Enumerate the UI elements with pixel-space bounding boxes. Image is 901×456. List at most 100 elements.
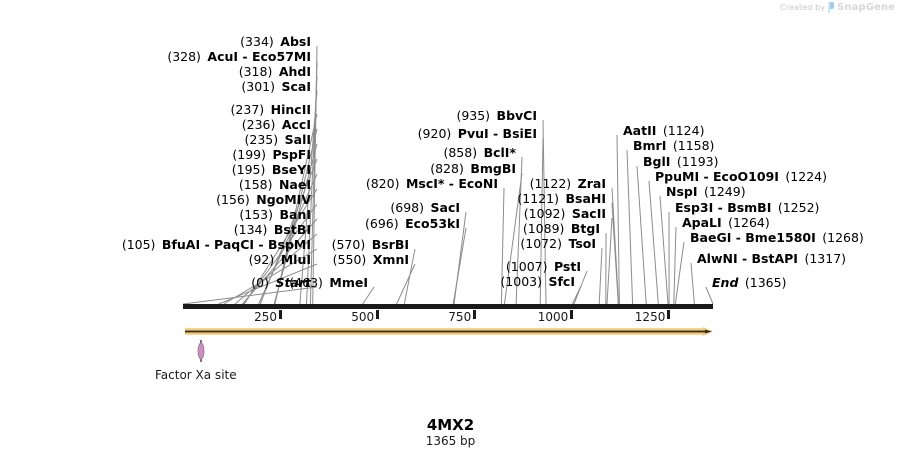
- enzyme-label-row[interactable]: BaeGI - Bme1580I (1268): [690, 230, 864, 245]
- enzyme-label-row[interactable]: (199) PspFI: [232, 148, 311, 162]
- leader-line: [452, 227, 467, 305]
- enzyme-position: (1122): [529, 176, 572, 191]
- enzyme-names: Esp3I - BsmBI: [675, 200, 771, 215]
- enzyme-label-row[interactable]: (105) BfuAI - PaqCI - BspMI: [122, 237, 311, 252]
- enzyme-names: BsrBI: [372, 237, 409, 252]
- enzyme-position: (1121): [517, 191, 559, 206]
- enzyme-names: BmrI: [633, 138, 666, 153]
- enzyme-name: NaeI: [278, 177, 311, 192]
- enzyme-name-separator: -: [238, 49, 252, 64]
- factor-xa-site-marker[interactable]: [197, 340, 205, 362]
- enzyme-names: NspI: [666, 184, 698, 199]
- enzyme-label-row[interactable]: (463) MmeI: [289, 276, 368, 290]
- enzyme-position: (195): [231, 162, 266, 177]
- enzyme-name: BtgI: [570, 221, 600, 236]
- enzyme-label-row[interactable]: (195) BseYI: [231, 162, 311, 177]
- enzyme-name: BspMI: [267, 237, 311, 252]
- enzyme-label-row[interactable]: (1007) PstI: [505, 259, 581, 274]
- enzyme-position: (235): [244, 132, 279, 147]
- enzyme-name: AatII: [623, 123, 657, 138]
- enzyme-label-row[interactable]: (334) AbsI: [240, 35, 311, 49]
- enzyme-label-row[interactable]: End (1365): [712, 276, 786, 290]
- ruler-tick: [667, 310, 671, 319]
- enzyme-label-row[interactable]: (1121) BsaHI: [517, 191, 606, 206]
- enzyme-label-row[interactable]: ApaLI (1264): [682, 216, 770, 230]
- enzyme-names: ScaI: [282, 79, 312, 94]
- enzyme-label-row[interactable]: (0) Start: [251, 275, 311, 290]
- enzyme-label-row[interactable]: PpuMI - EcoO109I (1224): [655, 169, 827, 184]
- enzyme-label-row[interactable]: (328) AcuI - Eco57MI: [167, 49, 311, 64]
- enzyme-position: (1317): [804, 251, 847, 266]
- enzyme-label-row[interactable]: (134) BstBI: [234, 223, 311, 237]
- enzyme-names: PpuMI - EcoO109I: [655, 169, 779, 184]
- leader-line: [312, 45, 318, 305]
- enzyme-label-row[interactable]: AatII (1124): [623, 123, 704, 138]
- enzyme-position: (920): [417, 126, 452, 141]
- enzyme-name: BaeGI: [690, 230, 732, 245]
- enzyme-label-row[interactable]: (696) Eco53kI: [365, 217, 460, 231]
- enzyme-position: (328): [167, 49, 201, 64]
- enzyme-label-row[interactable]: BglI (1193): [643, 155, 718, 169]
- ruler-tick: [473, 310, 477, 319]
- enzyme-name: ZraI: [577, 176, 606, 191]
- enzyme-label-row[interactable]: Esp3I - BsmBI (1252): [675, 200, 819, 215]
- enzyme-name: ScaI: [281, 79, 312, 94]
- enzyme-label-row[interactable]: (920) PvuI - BsiEI: [417, 126, 537, 141]
- enzyme-position: (1072): [520, 236, 562, 251]
- enzyme-label-row[interactable]: (820) MscI* - EcoNI: [366, 176, 498, 191]
- enzyme-name: PaqCI: [214, 237, 255, 252]
- enzyme-position: (935): [456, 108, 491, 123]
- plasmid-size: 1365 bp: [425, 434, 476, 448]
- enzyme-label-row[interactable]: BmrI (1158): [633, 138, 714, 153]
- enzyme-position: (1007): [505, 259, 548, 274]
- enzyme-label-row[interactable]: (698) SacI: [390, 200, 460, 215]
- enzyme-position: (158): [238, 177, 273, 192]
- enzyme-names: HincII: [271, 102, 311, 117]
- enzyme-label-row[interactable]: (1122) ZraI: [529, 176, 606, 191]
- enzyme-position: (1268): [822, 230, 864, 245]
- enzyme-names: AcuI - Eco57MI: [207, 49, 311, 64]
- enzyme-names: Start: [275, 275, 311, 290]
- enzyme-label-row[interactable]: (92) MluI: [249, 253, 311, 267]
- enzyme-label-row[interactable]: (1072) TsoI: [520, 236, 596, 251]
- enzyme-names: PvuI - BsiEI: [458, 126, 537, 141]
- enzyme-name: NgoMIV: [256, 192, 311, 207]
- enzyme-label-row[interactable]: AlwNI - BstAPI (1317): [697, 251, 847, 266]
- enzyme-label-row[interactable]: (1092) SacII: [524, 206, 606, 221]
- enzyme-label-row[interactable]: (858) BclI*: [443, 145, 516, 160]
- enzyme-label-row[interactable]: (318) AhdI: [239, 65, 311, 79]
- enzyme-name: BbvCI: [496, 108, 537, 123]
- enzyme-label-row[interactable]: (828) BmgBI: [430, 162, 516, 176]
- enzyme-position: (698): [390, 200, 425, 215]
- enzyme-label-row[interactable]: (550) XmnI: [333, 252, 409, 267]
- enzyme-label-row[interactable]: (236) AccI: [242, 118, 311, 132]
- enzyme-label-row[interactable]: (570) BsrBI: [332, 237, 409, 252]
- enzyme-label-row[interactable]: (235) SalI: [244, 132, 311, 147]
- enzyme-position: (858): [443, 145, 478, 160]
- enzyme-position: (1089): [522, 221, 565, 236]
- leader-line: [598, 247, 603, 305]
- enzyme-label-row[interactable]: (1003) SfcI: [500, 275, 575, 289]
- enzyme-label-row[interactable]: (935) BbvCI: [456, 108, 537, 123]
- enzyme-names: BsaHI: [565, 191, 606, 206]
- enzyme-label-row[interactable]: (1089) BtgI: [522, 221, 600, 236]
- leader-line: [573, 270, 588, 305]
- enzyme-name: BfuAI: [161, 237, 201, 252]
- enzyme-label-row[interactable]: (237) HincII: [231, 102, 311, 117]
- leader-line: [636, 165, 647, 305]
- enzyme-name: SacII: [571, 206, 606, 221]
- feature-arrow[interactable]: [185, 327, 713, 336]
- plasmid-name: 4MX2: [426, 416, 475, 434]
- enzyme-name-separator: -: [488, 126, 503, 141]
- enzyme-label-row[interactable]: (156) NgoMIV: [216, 192, 311, 207]
- enzyme-label-row[interactable]: (158) NaeI: [238, 177, 311, 192]
- enzyme-label-row[interactable]: (301) ScaI: [241, 79, 312, 94]
- enzyme-label-row[interactable]: (153) BanI: [239, 208, 311, 222]
- enzyme-position: (156): [216, 192, 250, 207]
- enzyme-name-separator: -: [699, 169, 714, 184]
- enzyme-name-separator: -: [731, 230, 746, 245]
- enzyme-label-row[interactable]: NspI (1249): [666, 184, 746, 199]
- enzyme-name: EcoNI: [458, 176, 498, 191]
- enzyme-names: BseYI: [272, 162, 311, 177]
- enzyme-name: XmnI: [372, 252, 409, 267]
